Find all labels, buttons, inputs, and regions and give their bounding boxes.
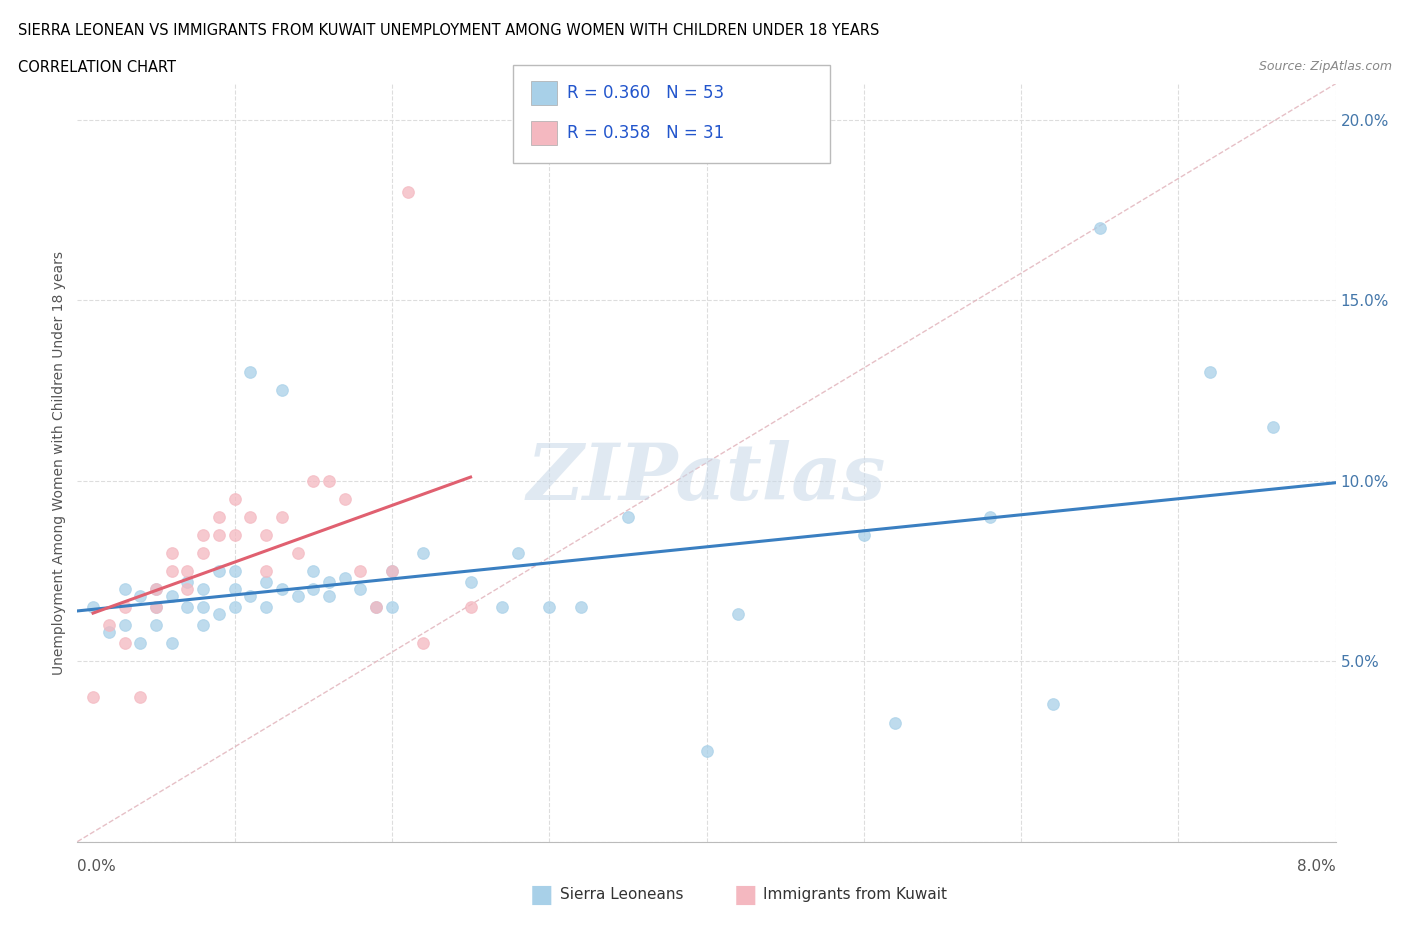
Text: ■: ■ [530, 883, 553, 907]
Point [506, 546, 529, 561]
Text: Immigrants from Kuwait: Immigrants from Kuwait [763, 887, 948, 902]
Point [145, 600, 167, 615]
Text: 0.0%: 0.0% [77, 859, 117, 874]
Point [254, 600, 277, 615]
Point [224, 581, 246, 596]
Point [270, 581, 292, 596]
Point [129, 589, 152, 604]
Point [239, 510, 262, 525]
Point [129, 636, 152, 651]
Point [176, 575, 198, 590]
Point [884, 715, 907, 730]
Point [191, 581, 215, 596]
Point [114, 636, 136, 651]
Point [254, 564, 277, 578]
Point [145, 618, 167, 632]
Point [349, 581, 371, 596]
Point [381, 564, 404, 578]
Point [396, 184, 419, 199]
Point [538, 600, 561, 615]
Point [318, 589, 340, 604]
Point [460, 600, 482, 615]
Point [979, 510, 1001, 525]
Point [270, 383, 292, 398]
Y-axis label: Unemployment Among Women with Children Under 18 years: Unemployment Among Women with Children U… [52, 251, 66, 674]
Point [82, 690, 104, 705]
Point [208, 527, 231, 542]
Point [224, 564, 246, 578]
Point [491, 600, 513, 615]
Point [239, 589, 262, 604]
Text: Source: ZipAtlas.com: Source: ZipAtlas.com [1258, 60, 1392, 73]
Point [160, 636, 183, 651]
Point [617, 510, 640, 525]
Point [145, 581, 167, 596]
Point [208, 607, 231, 622]
Point [176, 581, 198, 596]
Point [114, 600, 136, 615]
Point [145, 581, 167, 596]
Point [381, 564, 404, 578]
Point [366, 600, 388, 615]
Point [114, 618, 136, 632]
Point [176, 600, 198, 615]
Point [412, 546, 434, 561]
Point [287, 546, 309, 561]
Point [129, 690, 152, 705]
Point [145, 600, 167, 615]
Point [287, 589, 309, 604]
Point [254, 575, 277, 590]
Text: SIERRA LEONEAN VS IMMIGRANTS FROM KUWAIT UNEMPLOYMENT AMONG WOMEN WITH CHILDREN : SIERRA LEONEAN VS IMMIGRANTS FROM KUWAIT… [18, 23, 880, 38]
Point [191, 546, 215, 561]
Point [569, 600, 592, 615]
Point [160, 589, 183, 604]
Point [191, 600, 215, 615]
Point [224, 491, 246, 506]
Point [1198, 365, 1220, 379]
Point [114, 581, 136, 596]
Point [208, 510, 231, 525]
Text: ZIPatlas: ZIPatlas [527, 440, 886, 516]
Point [239, 365, 262, 379]
Point [1042, 698, 1064, 712]
Point [191, 527, 215, 542]
Point [1261, 419, 1284, 434]
Point [302, 473, 325, 488]
Text: R = 0.358   N = 31: R = 0.358 N = 31 [567, 124, 724, 142]
Point [333, 571, 356, 586]
Point [160, 546, 183, 561]
Point [208, 564, 231, 578]
Text: CORRELATION CHART: CORRELATION CHART [18, 60, 176, 75]
Point [1088, 220, 1111, 235]
Text: 8.0%: 8.0% [1296, 859, 1336, 874]
Text: ■: ■ [734, 883, 756, 907]
Point [318, 473, 340, 488]
Point [333, 491, 356, 506]
Point [727, 607, 749, 622]
Point [176, 564, 198, 578]
Point [318, 575, 340, 590]
Point [97, 625, 120, 640]
Point [852, 527, 875, 542]
Point [270, 510, 292, 525]
Text: Sierra Leoneans: Sierra Leoneans [560, 887, 683, 902]
Point [366, 600, 388, 615]
Point [160, 564, 183, 578]
Point [224, 600, 246, 615]
Point [302, 581, 325, 596]
Point [696, 744, 718, 759]
Point [460, 575, 482, 590]
Point [302, 564, 325, 578]
Point [254, 527, 277, 542]
Text: R = 0.360   N = 53: R = 0.360 N = 53 [567, 84, 724, 102]
Point [412, 636, 434, 651]
Point [97, 618, 120, 632]
Point [381, 600, 404, 615]
Point [224, 527, 246, 542]
Point [349, 564, 371, 578]
Point [82, 600, 104, 615]
Point [191, 618, 215, 632]
